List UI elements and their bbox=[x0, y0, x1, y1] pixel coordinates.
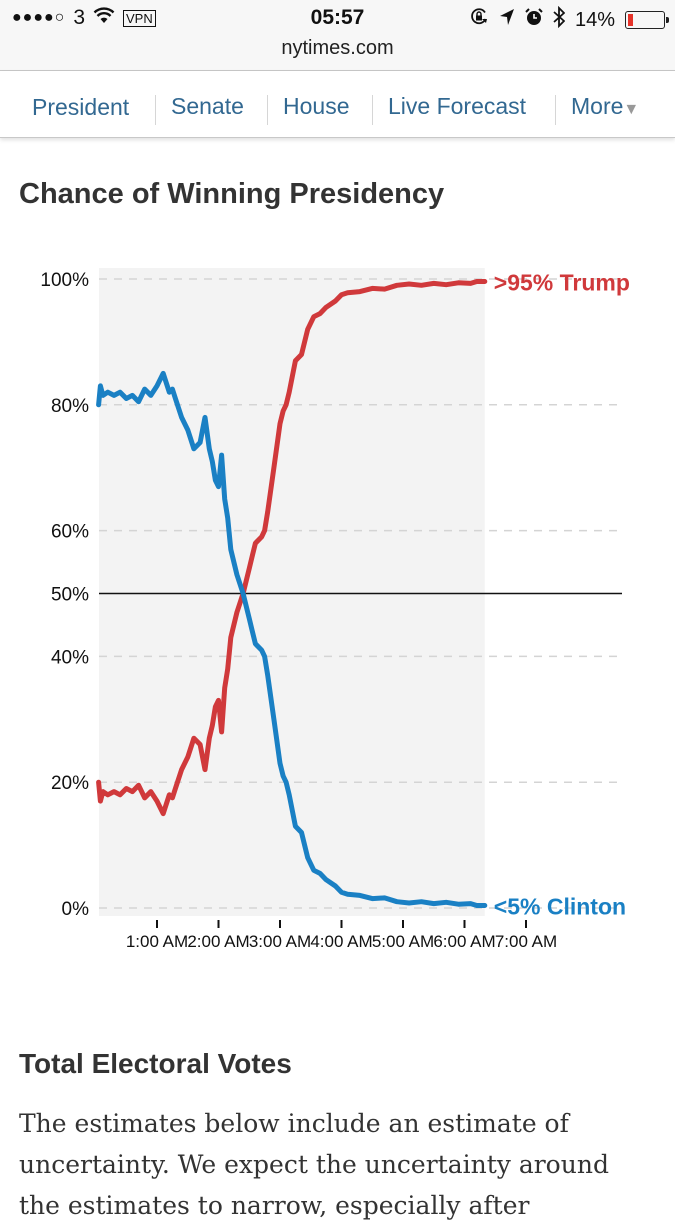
status-bar-right: 14% bbox=[469, 5, 669, 34]
battery-icon bbox=[625, 11, 669, 29]
nav-live-forecast[interactable]: Live Forecast bbox=[388, 93, 527, 119]
y-tick-label: 60% bbox=[51, 522, 89, 543]
alarm-icon bbox=[525, 8, 543, 32]
y-tick-label: 0% bbox=[62, 899, 90, 920]
paragraph-line: the estimates to narrow, especially afte… bbox=[19, 1191, 530, 1220]
x-tick-label: 4:00 AM bbox=[310, 932, 372, 951]
nav-more[interactable]: More▼ bbox=[571, 93, 639, 120]
y-tick-label: 50% bbox=[51, 585, 89, 606]
nav-president[interactable]: President bbox=[32, 94, 130, 120]
status-bar-left: ●●●●○ 3 VPN bbox=[12, 6, 156, 30]
y-tick-label: 20% bbox=[51, 773, 89, 794]
x-tick-label: 6:00 AM bbox=[433, 932, 495, 951]
nav-divider bbox=[555, 95, 556, 125]
clock: 05:57 bbox=[310, 6, 365, 29]
nav-senate[interactable]: Senate bbox=[171, 93, 244, 119]
bluetooth-icon bbox=[553, 5, 566, 34]
vpn-badge: VPN bbox=[123, 9, 156, 27]
battery-level bbox=[628, 14, 633, 26]
x-tick-label: 7:00 AM bbox=[495, 932, 557, 951]
nav-divider bbox=[372, 95, 373, 125]
series-end-label-clinton: <5% Clinton bbox=[494, 893, 626, 919]
nav-more-label: More bbox=[571, 93, 624, 119]
win-probability-chart: 100% 80% 60% 50% 40% 20% 0% 1:00 AM 2:00 AM 3:00 … bbox=[40, 268, 630, 951]
nav-divider bbox=[155, 95, 156, 125]
body-paragraph: The estimates below include an estimate … bbox=[19, 1103, 659, 1226]
y-tick-label: 80% bbox=[51, 396, 89, 417]
y-tick-label: 40% bbox=[51, 647, 89, 668]
series-end-label-trump: >95% Trump bbox=[494, 270, 630, 296]
x-tick-label: 2:00 AM bbox=[187, 932, 249, 951]
signal-strength-icon: ●●●●○ bbox=[12, 9, 66, 26]
rotation-lock-icon bbox=[469, 7, 489, 33]
nav-house[interactable]: House bbox=[283, 93, 350, 119]
paragraph-line: uncertainty. We expect the uncertainty a… bbox=[19, 1150, 609, 1179]
status-bar: ●●●●○ 3 VPN 05:57 nytimes.com 14% bbox=[0, 0, 675, 71]
chevron-down-icon: ▼ bbox=[623, 101, 640, 118]
x-tick-label: 3:00 AM bbox=[249, 932, 311, 951]
series-line-clinton bbox=[96, 370, 488, 908]
battery-percent: 14% bbox=[574, 8, 615, 31]
wifi-icon bbox=[93, 6, 115, 30]
paragraph-line: The estimates below include an estimate … bbox=[19, 1109, 569, 1138]
section-heading-electoral-votes: Total Electoral Votes bbox=[19, 1048, 292, 1079]
section-nav: President Senate House Live Forecast Mor… bbox=[0, 71, 675, 138]
chart-title: Chance of Winning Presidency bbox=[19, 178, 445, 210]
x-tick-label: 1:00 AM bbox=[126, 932, 188, 951]
x-tick-label: 5:00 AM bbox=[372, 932, 434, 951]
url-bar[interactable]: nytimes.com bbox=[281, 37, 394, 59]
location-arrow-icon bbox=[499, 8, 515, 32]
y-tick-label: 100% bbox=[40, 270, 89, 291]
carrier-label: 3 bbox=[73, 6, 86, 29]
series-line-trump bbox=[96, 279, 488, 817]
nav-divider bbox=[267, 95, 268, 125]
